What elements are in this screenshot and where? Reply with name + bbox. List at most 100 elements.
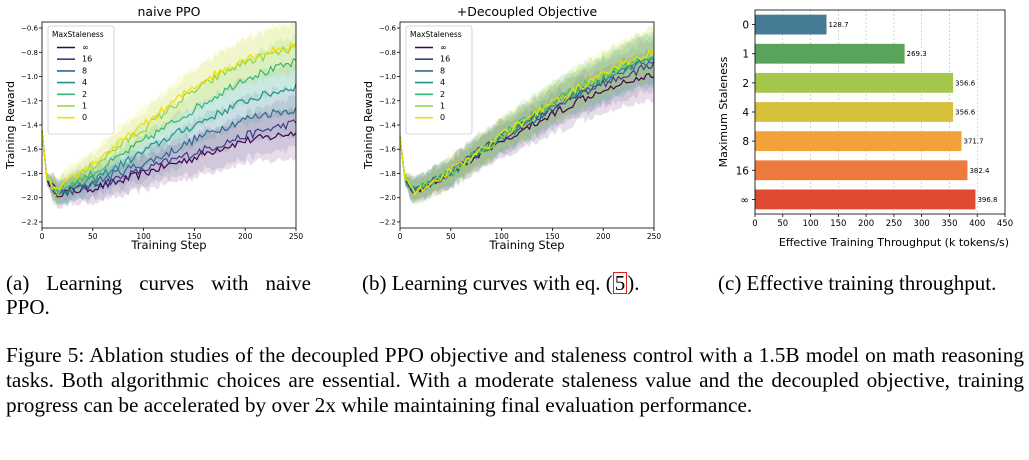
x-axis-label: Training Step xyxy=(488,238,564,252)
x-tick-label: 200 xyxy=(596,232,611,241)
bar-1 xyxy=(755,43,905,64)
series-line-2 xyxy=(41,57,297,194)
bar-2 xyxy=(755,72,954,93)
subcaption-c-text: (c) Effective training throughput. xyxy=(718,271,997,295)
y-tick-label: −0.8 xyxy=(21,49,38,57)
bar-∞ xyxy=(755,189,976,210)
y-tick-label-∞: ∞ xyxy=(740,194,749,206)
bar-value-label-∞: 396.8 xyxy=(977,196,997,204)
bars: 128.7 269.3 356.6 356.6 371.7 382.4 396.8 xyxy=(755,14,997,210)
legend-label-1: 1 xyxy=(82,102,87,111)
equation-ref-link[interactable]: 5 xyxy=(612,271,628,295)
x-tick-label: 50 xyxy=(88,232,98,241)
y-tick-label-16: 16 xyxy=(736,165,750,177)
x-tick-label: 250 xyxy=(289,232,304,241)
y-tick-label-0: 0 xyxy=(742,20,749,32)
y-tick-label: −2.0 xyxy=(379,194,396,202)
subcaption-b-pre: (b) Learning curves with eq. ( xyxy=(362,271,613,295)
x-tick-label: 400 xyxy=(969,219,985,229)
y-tick-label: −1.4 xyxy=(21,122,39,130)
y-tick-label: −1.6 xyxy=(21,146,39,154)
y-tick-label: −0.8 xyxy=(379,49,396,57)
y-tick-label: −1.8 xyxy=(379,170,396,178)
y-tick-label: −1.2 xyxy=(379,97,396,105)
bar-16 xyxy=(755,160,968,181)
subcaption-c: (c) Effective training throughput. xyxy=(718,271,1028,295)
chart-c: 128.7 269.3 356.6 356.6 371.7 382.4 396.8 0 1 2 4 8… xyxy=(717,9,1013,249)
chart-a: naive PPO 0 50 100 150 200 250 −2.2 −2.0 −1.8 −1.6… xyxy=(4,4,304,252)
y-tick-label: −1.8 xyxy=(21,170,38,178)
subcaption-a: (a) Learning curves with naive PPO. xyxy=(6,271,311,319)
x-axis-label: Training Step xyxy=(130,238,206,252)
legend-box xyxy=(405,25,473,135)
x-tick-label: 250 xyxy=(647,232,662,241)
x-tick-label: 100 xyxy=(802,219,818,229)
y-axis-label: Maximum Staleness xyxy=(717,56,730,167)
figure-caption: Figure 5: Ablation studies of the decoup… xyxy=(6,343,1024,418)
figure-label: Figure 5: xyxy=(6,343,85,367)
x-axis-label: Effective Training Throughput (k tokens/… xyxy=(779,236,1009,249)
y-tick-label: −2.2 xyxy=(379,218,396,226)
panel-c: 128.7 269.3 356.6 356.6 371.7 382.4 396.8 0 1 2 4 8… xyxy=(712,0,1024,262)
legend-label-0: 0 xyxy=(440,113,445,122)
y-tick-label: −1.2 xyxy=(21,97,38,105)
bar-value-label-8: 371.7 xyxy=(964,138,984,146)
y-tick-label: −2.2 xyxy=(21,218,38,226)
x-tick-label: 350 xyxy=(941,219,957,229)
x-tick-label: 200 xyxy=(858,219,874,229)
legend: MaxStaleness ∞ 16 8 4 2 1 0 xyxy=(405,25,473,135)
y-tick-label: −2.0 xyxy=(21,194,38,202)
legend-box xyxy=(47,25,115,135)
band-1 xyxy=(400,23,654,206)
x-tick-label: 450 xyxy=(997,219,1013,229)
chart-title: naive PPO xyxy=(137,4,200,19)
series-lines xyxy=(399,47,655,196)
legend-label-16: 16 xyxy=(82,55,92,64)
x-tick-label: 200 xyxy=(238,232,253,241)
y-tick-label-4: 4 xyxy=(742,107,749,119)
bar-4 xyxy=(755,102,954,122)
x-tick-label: 100 xyxy=(136,232,151,241)
x-tick-label: 300 xyxy=(914,219,930,229)
y-tick-label: −0.6 xyxy=(379,25,397,33)
x-tick-label: 150 xyxy=(545,232,560,241)
y-tick-label-1: 1 xyxy=(742,49,749,61)
x-tick-label: 250 xyxy=(886,219,902,229)
x-tick-label: 150 xyxy=(830,219,846,229)
x-tick-label: 150 xyxy=(187,232,202,241)
y-tick-label-2: 2 xyxy=(742,78,749,90)
y-axis-label: Training Reward xyxy=(4,81,17,170)
legend-label-∞: ∞ xyxy=(82,43,89,52)
legend-label-8: 8 xyxy=(82,66,87,75)
bar-value-label-0: 128.7 xyxy=(829,21,849,29)
band-2 xyxy=(42,33,296,205)
legend-label-8: 8 xyxy=(440,66,445,75)
bar-value-label-4: 356.6 xyxy=(955,109,976,117)
series-line-0 xyxy=(41,41,297,191)
panel-a: naive PPO 0 50 100 150 200 250 −2.2 −2.0 −1.8 −1.6… xyxy=(0,0,305,262)
band-0 xyxy=(400,23,654,206)
legend-label-2: 2 xyxy=(82,90,87,99)
series-line-4 xyxy=(41,83,297,196)
subcaption-a-text: (a) Learning curves with naive PPO. xyxy=(6,271,311,319)
chart-title: +Decoupled Objective xyxy=(457,4,598,19)
y-tick-label: −0.6 xyxy=(21,25,39,33)
chart-b: +Decoupled Objective 0 50 100 150 200 250 −2.2 −… xyxy=(362,4,662,252)
y-tick-label-8: 8 xyxy=(742,136,749,148)
legend-label-4: 4 xyxy=(82,78,87,87)
legend-label-2: 2 xyxy=(440,90,445,99)
subcaption-b: (b) Learning curves with eq. (5). xyxy=(362,271,672,295)
series-line-16 xyxy=(41,119,297,197)
legend-label-∞: ∞ xyxy=(440,43,447,52)
legend-label-1: 1 xyxy=(440,102,445,111)
band-8 xyxy=(42,81,296,205)
band-2 xyxy=(400,31,654,204)
bar-8 xyxy=(755,131,962,152)
band-4 xyxy=(400,33,654,202)
legend-title: MaxStaleness xyxy=(52,30,104,39)
y-axis-label: Training Reward xyxy=(362,81,375,170)
subcaption-b-post: ). xyxy=(627,271,640,295)
legend: MaxStaleness ∞ 16 8 4 2 1 0 xyxy=(47,25,115,135)
figure-caption-text: Ablation studies of the decoupled PPO ob… xyxy=(6,343,1025,417)
y-tick-label: −1.6 xyxy=(379,146,397,154)
